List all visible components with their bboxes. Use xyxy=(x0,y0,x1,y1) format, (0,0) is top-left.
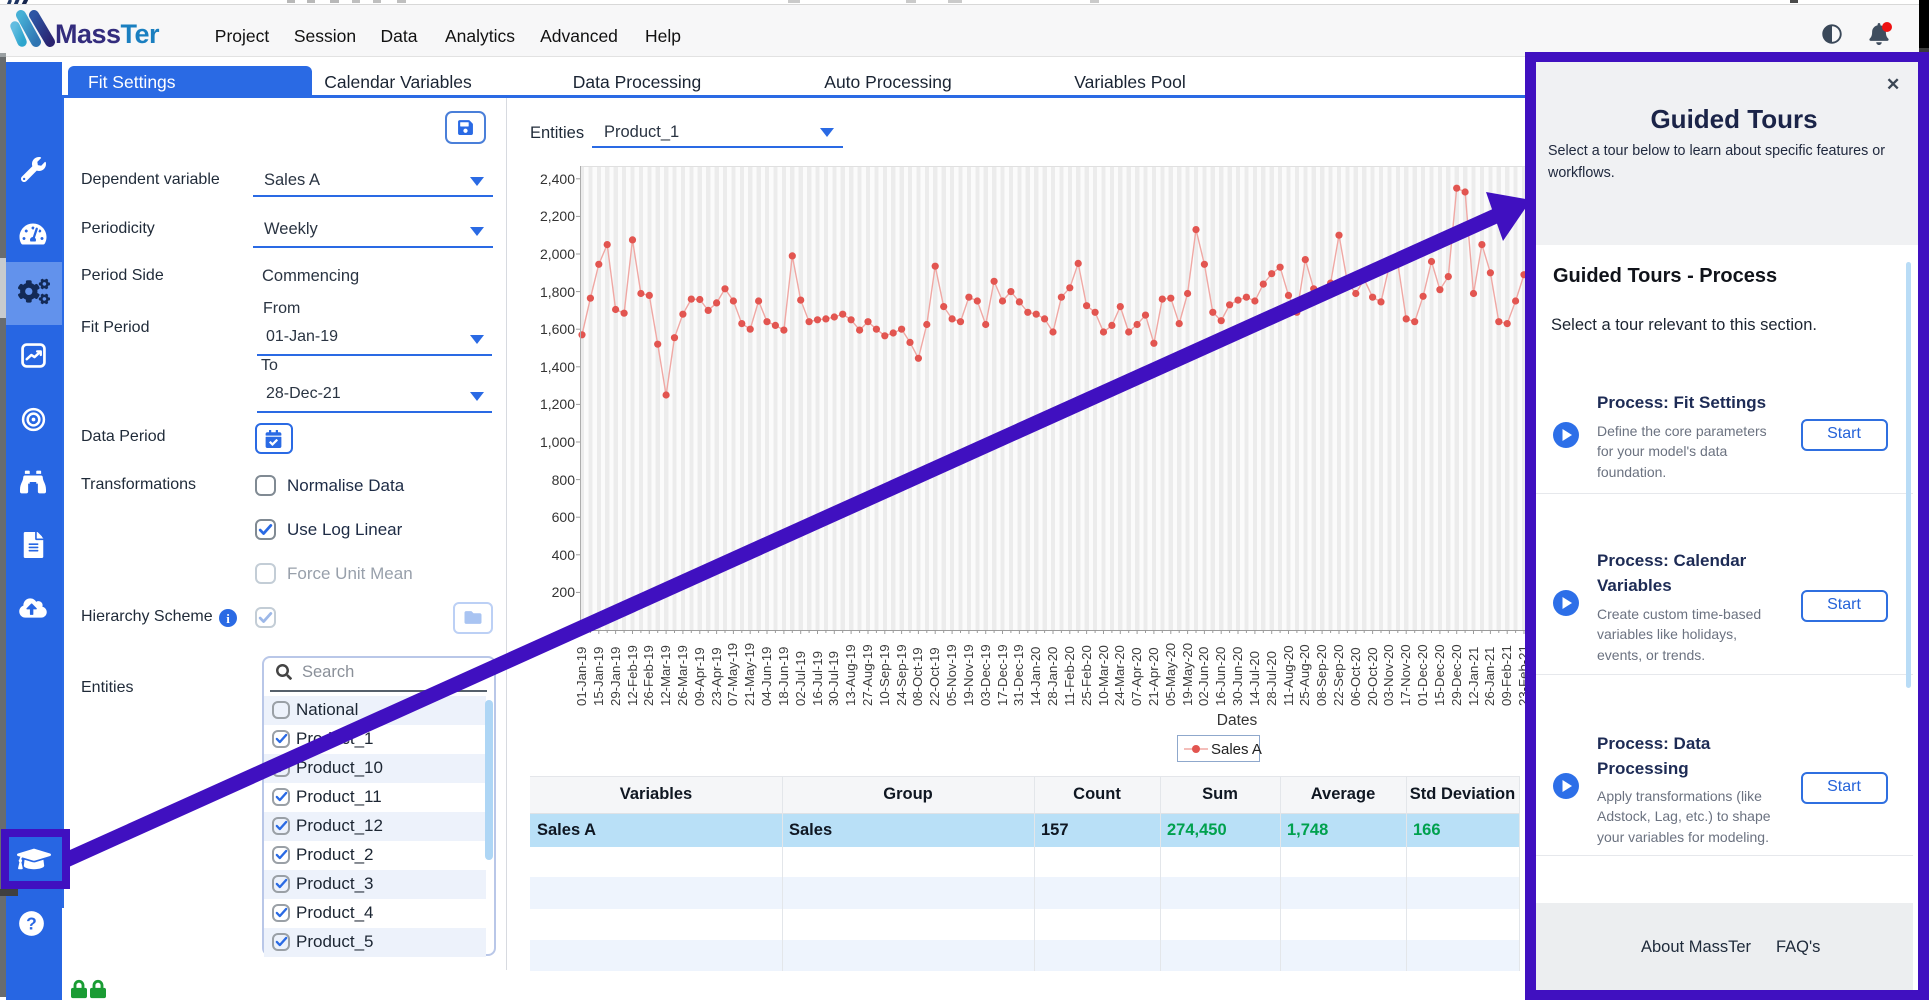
svg-text:?: ? xyxy=(26,914,37,934)
